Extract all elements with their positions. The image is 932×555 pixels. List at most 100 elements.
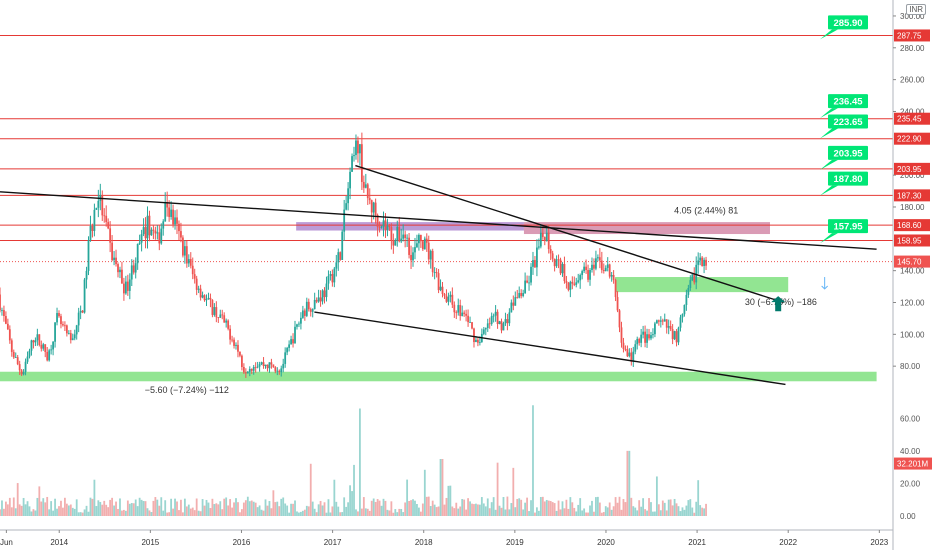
candle-body bbox=[113, 257, 115, 261]
volume-bar bbox=[693, 512, 696, 516]
volume-bar bbox=[532, 405, 534, 516]
candle-body bbox=[284, 352, 287, 364]
volume-bar bbox=[229, 499, 232, 516]
volume-bar bbox=[351, 491, 353, 516]
volume-bar bbox=[48, 509, 51, 516]
candle-body bbox=[471, 322, 473, 329]
volume-bar bbox=[372, 498, 375, 516]
candle-body bbox=[681, 314, 684, 318]
candle-body bbox=[624, 348, 627, 350]
candle-body bbox=[183, 246, 186, 256]
candle-body bbox=[191, 265, 194, 275]
volume-bar bbox=[677, 506, 680, 516]
level-label: 168.60 bbox=[897, 221, 922, 230]
volume-bar bbox=[557, 500, 560, 516]
volume-bar bbox=[264, 499, 267, 516]
volume-bar bbox=[50, 501, 53, 516]
candle-body bbox=[146, 215, 149, 239]
volume-bar bbox=[510, 503, 513, 516]
currency-badge[interactable]: INR bbox=[906, 4, 926, 15]
volume-bar bbox=[431, 500, 434, 516]
volume-bar bbox=[237, 502, 239, 516]
volume-bar bbox=[384, 500, 387, 516]
volume-bar bbox=[457, 508, 460, 516]
level-label-box bbox=[894, 189, 930, 202]
volume-bar bbox=[268, 501, 271, 516]
candle-body bbox=[14, 357, 17, 358]
volume-layer bbox=[0, 405, 707, 516]
trendline-2 bbox=[314, 311, 786, 386]
candle-body bbox=[657, 320, 660, 322]
volume-bar bbox=[65, 503, 68, 516]
zone-3 bbox=[0, 371, 877, 382]
candle-body bbox=[459, 305, 462, 316]
volume-bar bbox=[85, 505, 88, 516]
volume-bar bbox=[669, 499, 672, 516]
volume-bar bbox=[60, 500, 62, 516]
callout-pointer bbox=[820, 108, 838, 119]
volume-bar bbox=[553, 503, 556, 516]
candle-body bbox=[347, 188, 350, 204]
volume-bar bbox=[528, 511, 530, 516]
candle-body bbox=[288, 344, 291, 348]
candle-body bbox=[488, 323, 491, 325]
volume-bar bbox=[695, 501, 698, 516]
candle-body bbox=[38, 334, 41, 345]
candle-body bbox=[659, 320, 662, 322]
volume-bar bbox=[77, 512, 80, 516]
volume-bar bbox=[301, 510, 304, 516]
volume-bar bbox=[671, 505, 674, 516]
volume-bar bbox=[396, 512, 399, 516]
volume-bar bbox=[455, 502, 458, 516]
trendline-0 bbox=[0, 191, 877, 250]
candle-body bbox=[219, 314, 222, 318]
y-tick-label: 260.00 bbox=[900, 76, 925, 85]
volume-bar bbox=[54, 498, 56, 516]
candle-body bbox=[268, 362, 271, 369]
candle-body bbox=[65, 325, 68, 334]
callout-box bbox=[828, 145, 868, 160]
volume-bar bbox=[496, 462, 499, 516]
volume-bar bbox=[134, 499, 137, 516]
volume-bar bbox=[3, 508, 5, 516]
candle-body bbox=[93, 209, 96, 231]
volume-bar bbox=[477, 504, 479, 516]
candle-body bbox=[46, 351, 49, 361]
candle-body bbox=[166, 202, 169, 208]
candle-body bbox=[119, 269, 121, 273]
volume-bar bbox=[593, 511, 595, 516]
candle-body bbox=[486, 323, 489, 329]
candle-body bbox=[18, 364, 21, 371]
volume-bar bbox=[654, 511, 656, 516]
candle-body bbox=[545, 232, 548, 242]
y-tick-label: 120.00 bbox=[900, 298, 925, 307]
volume-bar bbox=[429, 506, 432, 516]
volume-bar bbox=[126, 500, 129, 516]
candle-body bbox=[382, 220, 385, 227]
candle-body bbox=[585, 266, 587, 271]
trendline-1 bbox=[355, 164, 784, 304]
volume-bar bbox=[146, 508, 149, 516]
candle-body bbox=[667, 326, 670, 328]
volume-bar bbox=[579, 498, 582, 516]
volume-bar bbox=[258, 505, 261, 516]
volume-bar bbox=[95, 506, 98, 516]
candle-body bbox=[292, 339, 294, 344]
candle-body bbox=[83, 279, 86, 313]
candle-body bbox=[536, 247, 538, 268]
volume-bar bbox=[239, 512, 241, 516]
candle-body bbox=[608, 264, 611, 277]
candle-body bbox=[152, 229, 155, 231]
volume-bar bbox=[667, 499, 670, 516]
volume-bar bbox=[443, 504, 446, 516]
candle-body bbox=[286, 347, 289, 353]
candle-body bbox=[195, 278, 198, 290]
candle-body bbox=[256, 366, 259, 368]
volume-bar bbox=[473, 504, 475, 516]
volume-bar bbox=[296, 511, 298, 516]
volume-bar bbox=[12, 497, 15, 516]
volume-bar bbox=[475, 503, 477, 516]
candle-body bbox=[103, 215, 106, 217]
volume-bar bbox=[376, 499, 379, 516]
